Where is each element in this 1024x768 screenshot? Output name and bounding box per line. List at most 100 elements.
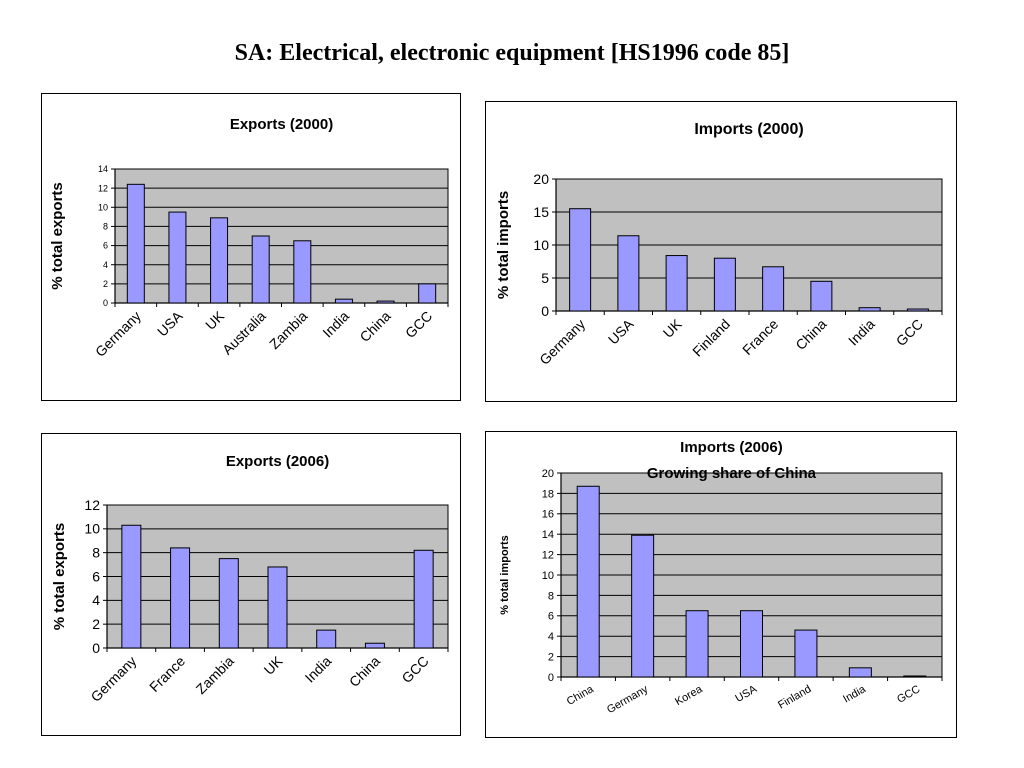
imports-2006-ytick-label: 0: [548, 672, 554, 684]
imports-2006-ytick-label: 18: [542, 488, 554, 500]
exports-2000-bar-india: [334, 298, 353, 304]
chart-imports-2000: 0 5 10 15 20 Germany USA UK Finland France China In…: [485, 101, 957, 402]
imports-2006-ytick-label: 6: [548, 611, 554, 623]
imports-2006-bar-usa: [740, 610, 763, 678]
chart-exports-2006-svg: 0 2 4 6 8 10 12 Germany France Zambia UK India China…: [51, 453, 449, 705]
imports-2006-ytick-label: 8: [548, 590, 554, 602]
exports-2006-bar-zambia: [218, 558, 239, 649]
exports-2006-category-label: GCC: [398, 653, 431, 686]
imports-2000-category-label: Finland: [689, 316, 733, 360]
exports-2006-ylabel: % total exports: [51, 523, 68, 631]
exports-2000-bar-zambia: [293, 240, 312, 304]
imports-2006-bar-china: [576, 485, 600, 678]
exports-2000-bar-china: [376, 300, 395, 304]
exports-2000-ytick-label: 14: [98, 164, 108, 174]
exports-2000-title: Exports (2000): [230, 116, 333, 133]
exports-2000-bar-uk: [210, 217, 229, 304]
exports-2000-category-label: GCC: [402, 308, 435, 341]
exports-2000-category-label: USA: [154, 307, 186, 339]
imports-2000-bar-gcc: [906, 308, 929, 312]
imports-2000-category-label: India: [845, 316, 878, 349]
imports-2000-category-label: USA: [605, 315, 637, 347]
exports-2006-ytick-label: 8: [92, 545, 100, 561]
imports-2000-bar-finland: [713, 257, 736, 312]
imports-2000-ytick-label: 0: [541, 303, 549, 319]
imports-2006-ytick-label: 14: [542, 529, 554, 541]
exports-2000-category-label: Zambia: [266, 308, 310, 352]
imports-2006-category-label: USA: [733, 683, 759, 705]
exports-2006-category-label: France: [146, 653, 188, 695]
imports-2006-ytick-label: 20: [542, 468, 554, 480]
imports-2006-category-label: GCC: [895, 683, 922, 706]
imports-2000-bar-china: [810, 280, 833, 312]
exports-2006-ytick-label: 6: [92, 568, 100, 584]
exports-2000-category-label: UK: [202, 307, 228, 333]
imports-2006-title: Imports (2006): [680, 439, 783, 456]
imports-2006-bar-gcc: [903, 675, 927, 678]
imports-2006-category-label: India: [841, 683, 868, 706]
imports-2006-category-label: Germany: [605, 683, 651, 716]
imports-2006-ytick-label: 12: [542, 549, 554, 561]
chart-exports-2000: 0 2 4 6 8 10 12 14 Germany USA UK Australia Zambia In…: [41, 93, 461, 401]
imports-2000-bar-uk: [665, 255, 688, 312]
exports-2000-bar-usa: [168, 211, 187, 304]
imports-2006-ytick-label: 16: [542, 509, 554, 521]
exports-2006-bar-gcc: [413, 549, 434, 649]
imports-2000-bar-germany: [569, 208, 592, 312]
exports-2000-ytick-label: 4: [103, 260, 108, 270]
imports-2006-ytick-label: 10: [542, 570, 554, 582]
imports-2000-ytick-label: 5: [541, 270, 549, 286]
imports-2000-ytick-label: 20: [533, 171, 549, 187]
exports-2006-ytick-label: 4: [92, 592, 100, 608]
exports-2000-bar-gcc: [418, 283, 437, 304]
chart-exports-2006: 0 2 4 6 8 10 12 Germany France Zambia UK India China…: [41, 433, 461, 736]
imports-2006-category-label: Korea: [673, 683, 705, 709]
imports-2006-bar-germany: [631, 534, 655, 678]
imports-2006-ylabel: % total imports: [499, 535, 511, 614]
exports-2006-category-label: China: [346, 653, 383, 690]
exports-2000-ytick-label: 8: [103, 222, 108, 232]
imports-2000-ylabel: % total imports: [495, 191, 512, 299]
exports-2006-category-label: Germany: [87, 653, 139, 705]
imports-2006-bar-korea: [685, 610, 709, 678]
imports-2006-subtitle: Growing share of China: [647, 465, 817, 482]
chart-imports-2000-svg: 0 5 10 15 20 Germany USA UK Finland France China In…: [495, 121, 943, 368]
exports-2006-bar-france: [170, 547, 191, 649]
exports-2006-ytick-label: 2: [92, 616, 100, 632]
exports-2000-category-label: India: [319, 308, 352, 341]
exports-2000-ytick-label: 10: [98, 202, 108, 212]
imports-2000-category-label: China: [792, 316, 829, 353]
imports-2000-bar-usa: [617, 235, 640, 312]
exports-2006-bar-india: [316, 629, 337, 649]
imports-2000-bar-india: [858, 307, 881, 312]
exports-2006-bar-uk: [267, 566, 288, 649]
imports-2006-bar-finland: [794, 629, 818, 678]
exports-2006-category-label: UK: [261, 652, 287, 678]
exports-2000-ytick-label: 2: [103, 279, 108, 289]
exports-2006-ytick-label: 0: [92, 640, 100, 656]
chart-imports-2006-svg: 0 2 4 6 8 10 12 14 16 18 20 China Germany Korea USA Fin…: [499, 439, 943, 716]
imports-2006-ytick-label: 2: [548, 651, 554, 663]
exports-2006-ytick-label: 10: [84, 521, 100, 537]
imports-2006-bar-india: [848, 667, 872, 678]
imports-2006-category-label: Finland: [776, 683, 813, 711]
exports-2000-category-label: Germany: [92, 308, 144, 360]
imports-2000-category-label: UK: [660, 315, 686, 341]
exports-2006-bar-germany: [121, 524, 142, 649]
imports-2000-bar-france: [762, 266, 785, 312]
imports-2000-category-label: GCC: [893, 316, 926, 349]
chart-imports-2006: 0 2 4 6 8 10 12 14 16 18 20 China Germany Korea USA Fin…: [485, 431, 957, 738]
exports-2006-category-label: India: [302, 653, 335, 686]
exports-2000-ylabel: % total exports: [49, 182, 66, 290]
page-title: SA: Electrical, electronic equipment [HS…: [234, 40, 790, 66]
exports-2006-bar-china: [364, 642, 385, 649]
imports-2000-category-label: France: [739, 316, 781, 358]
exports-2000-category-label: China: [356, 308, 393, 345]
imports-2000-ytick-label: 10: [533, 237, 549, 253]
exports-2006-ytick-label: 12: [84, 497, 100, 513]
exports-2006-title: Exports (2006): [226, 453, 329, 470]
imports-2006-ytick-label: 4: [548, 631, 554, 643]
exports-2006-category-label: Zambia: [193, 653, 237, 697]
imports-2000-category-label: Germany: [536, 316, 588, 368]
